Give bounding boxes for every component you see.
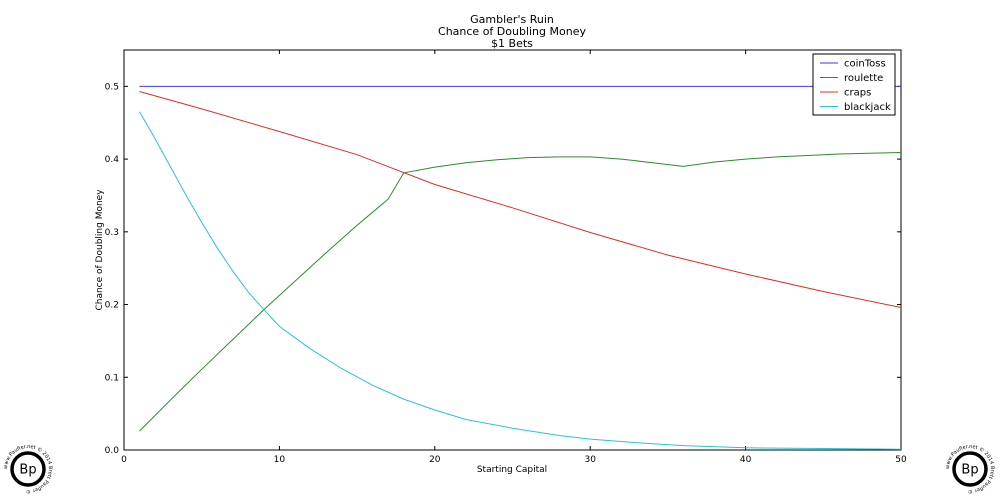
title-line-2: Chance of Doubling Money bbox=[438, 25, 586, 38]
x-axis-label: Starting Capital bbox=[477, 465, 547, 475]
legend-label-roulette: roulette bbox=[844, 73, 883, 84]
series-line-roulette bbox=[139, 152, 902, 432]
x-tick-label: 40 bbox=[740, 455, 752, 465]
y-tick-label: 0.4 bbox=[105, 155, 120, 165]
legend: coinToss roulette craps blackjack bbox=[812, 53, 896, 116]
watermark-ring bbox=[952, 451, 988, 487]
legend-label-blackjack: blackjack bbox=[844, 102, 891, 113]
legend-label-craps: craps bbox=[844, 88, 871, 99]
title-line-3: $1 Bets bbox=[491, 37, 533, 50]
watermark-logo-left: www.Paufler.net © 2014 Brett Paufler ©Bp bbox=[3, 444, 53, 495]
y-axis-label: Chance of Doubling Money bbox=[95, 189, 105, 311]
y-tick-label: 0.1 bbox=[105, 373, 119, 383]
y-tick-label: 0.2 bbox=[105, 301, 119, 311]
title-line-1: Gambler's Ruin bbox=[470, 13, 554, 26]
legend-box bbox=[812, 53, 896, 116]
watermark-ring bbox=[10, 451, 46, 487]
watermark-initials: Bp bbox=[19, 463, 36, 478]
x-tick-label: 0 bbox=[121, 455, 127, 465]
axis-ticks: 0 10 20 30 40 50 0.0 0.1 0.2 0.3 0.4 0.5 bbox=[105, 50, 907, 465]
y-tick-label: 0.3 bbox=[105, 228, 119, 238]
x-tick-label: 10 bbox=[274, 455, 286, 465]
watermark-logo-right: www.Paufler.net © 2014 Brett Paufler ©Bp bbox=[945, 444, 995, 495]
series-line-blackjack bbox=[139, 111, 902, 450]
x-tick-label: 20 bbox=[429, 455, 441, 465]
series-line-craps bbox=[139, 91, 902, 308]
y-tick-label: 0.0 bbox=[105, 446, 120, 456]
legend-label-cointoss: coinToss bbox=[844, 59, 886, 70]
plot-area bbox=[123, 49, 902, 451]
series-lines bbox=[139, 85, 902, 450]
watermark-initials: Bp bbox=[961, 463, 978, 478]
x-tick-label: 30 bbox=[584, 455, 596, 465]
x-tick-label: 50 bbox=[895, 455, 907, 465]
y-tick-label: 0.5 bbox=[105, 82, 119, 92]
